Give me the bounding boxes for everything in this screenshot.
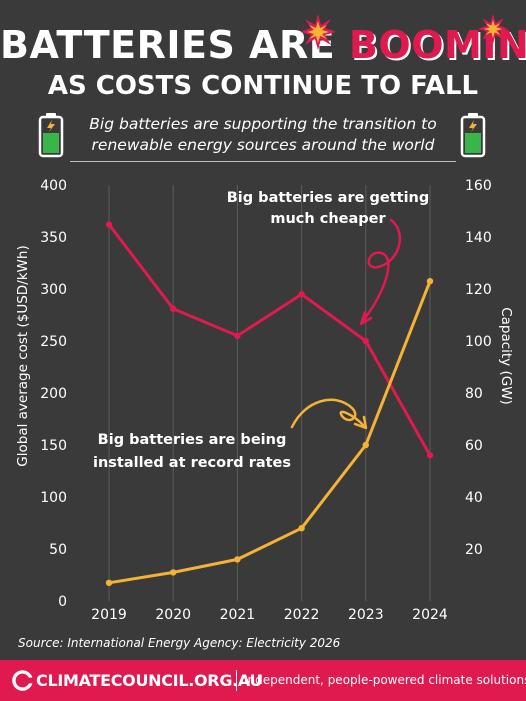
title-line-2: AS COSTS CONTINUE TO FALL	[47, 71, 479, 101]
capacity-data-point	[426, 278, 434, 285]
source-note: Source: International Energy Agency: Ele…	[18, 636, 341, 650]
left-tick-label: 100	[40, 490, 67, 506]
series	[105, 221, 434, 586]
right-tick-label: 100	[465, 334, 492, 350]
left-tick-label: 250	[40, 334, 67, 350]
footer-brand[interactable]: CLIMATECOUNCIL.ORG.AU	[36, 671, 263, 690]
left-axis-label: Global average cost ($USD/kWh)	[15, 245, 31, 466]
subtitle-line-2: renewable energy sources around the worl…	[91, 136, 435, 154]
right-tick-label: 80	[465, 386, 483, 402]
cost-data-point	[362, 337, 369, 345]
capacity-data-point	[170, 569, 177, 576]
cost-data-point	[105, 221, 113, 228]
capacity-data-point	[234, 556, 241, 563]
burst-icon	[478, 14, 508, 44]
battery-charging-icon	[38, 113, 64, 158]
cost-series-line	[107, 223, 432, 457]
right-tick-label: 160	[465, 178, 492, 194]
cost-data-point	[234, 332, 241, 339]
x-tick-label: 2021	[220, 607, 256, 623]
divider	[70, 161, 456, 162]
capacity-data-point	[298, 525, 305, 532]
annotation-cost-arrowhead	[359, 310, 373, 326]
x-tick-label: 2024	[412, 607, 448, 623]
right-tick-label: 120	[465, 282, 492, 298]
climate-council-logo-icon	[12, 670, 33, 691]
left-tick-label: 0	[58, 594, 67, 610]
subtitle: Big batteries are supporting the transit…	[70, 114, 456, 156]
title-part-1: BATTERIES ARE	[0, 23, 336, 67]
x-tick-label: 2022	[284, 607, 320, 623]
left-tick-label: 50	[49, 542, 67, 558]
right-axis-label: Capacity (GW)	[498, 307, 514, 405]
annotation-cost-line-2: much cheaper	[270, 211, 386, 227]
left-tick-label: 300	[40, 282, 67, 298]
x-tick-label: 2019	[91, 607, 127, 623]
left-tick-label: 400	[40, 178, 67, 194]
right-tick-labels: 20 40 60 80 100 120 140 160	[465, 178, 492, 558]
cost-data-point	[298, 291, 305, 298]
cost-data-point	[426, 452, 434, 459]
right-tick-label: 60	[465, 438, 483, 454]
annotation-capacity-arrowhead	[353, 415, 368, 430]
annotation-cost-line-1: Big batteries are getting	[227, 190, 430, 206]
left-tick-labels: 0 50 100 150 200 250 300 350 400	[40, 178, 67, 610]
annotation-capacity-arrow	[290, 398, 366, 429]
battery-charging-icon	[460, 113, 486, 158]
right-tick-label: 20	[465, 542, 483, 558]
x-tick-label: 2023	[348, 607, 384, 623]
burst-icon	[300, 14, 336, 50]
cost-data-point	[170, 305, 177, 312]
capacity-data-point	[362, 441, 369, 449]
footer-separator	[236, 670, 237, 691]
left-tick-label: 200	[40, 386, 67, 402]
annotation-cost-arrow	[361, 218, 402, 323]
annotation-capacity-line-1: Big batteries are being	[98, 432, 287, 448]
x-tick-label: 2020	[155, 607, 191, 623]
annotation-capacity-line-2: installed at record rates	[93, 455, 291, 471]
right-tick-label: 140	[465, 230, 492, 246]
capacity-series-line	[108, 280, 432, 585]
left-tick-label: 350	[40, 230, 67, 246]
grid	[108, 185, 431, 601]
capacity-data-point	[105, 579, 113, 586]
footer-tagline: Independent, people-powered climate solu…	[244, 673, 526, 687]
right-tick-label: 40	[465, 490, 483, 506]
left-tick-label: 150	[40, 438, 67, 454]
footer: CLIMATECOUNCIL.ORG.AU Independent, peopl…	[0, 660, 526, 701]
subtitle-line-1: Big batteries are supporting the transit…	[89, 115, 437, 133]
x-tick-labels: 2019 2020 2021 2022 2023 2024	[91, 607, 448, 623]
